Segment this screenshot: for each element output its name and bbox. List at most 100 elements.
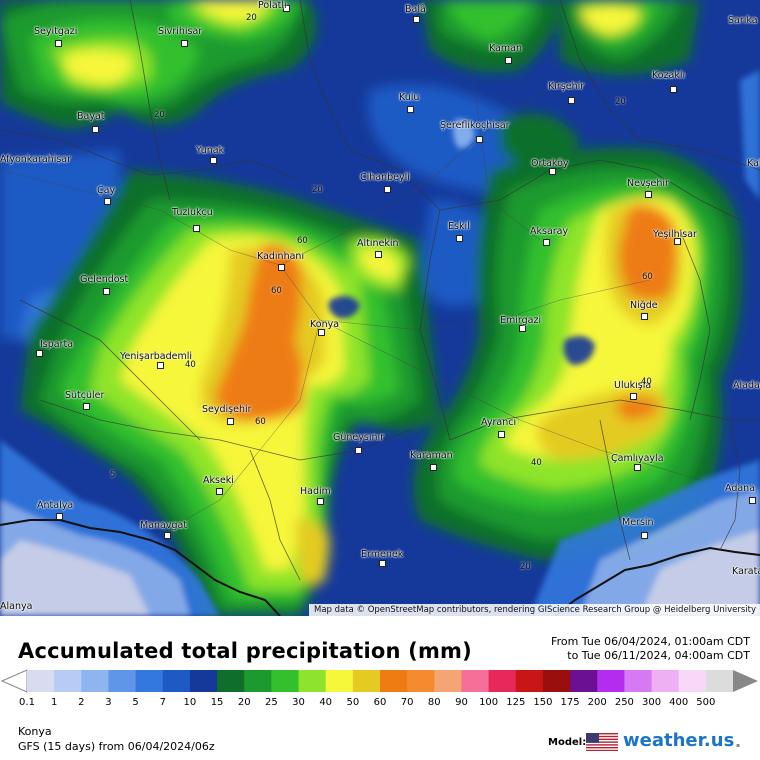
city-label: Nevşehir <box>627 178 669 189</box>
brand-logo[interactable]: weather.us <box>623 730 735 751</box>
city-marker <box>355 447 362 454</box>
scale-swatch <box>515 670 544 692</box>
scale-swatch <box>597 670 625 692</box>
color-scale-bar <box>0 669 758 693</box>
city-label: Hadim <box>300 486 331 497</box>
city-label: Balâ <box>405 4 426 15</box>
city-marker <box>549 168 556 175</box>
contour-label: 20 <box>615 97 626 107</box>
scale-tick-label: 1 <box>50 697 58 708</box>
scale-tick-label: 2 <box>78 697 85 708</box>
color-scale-ticks: 0.1 1 2 3 5 7 10 15 20 25 30 40 50 60 70 80 90 100 125 150 1… <box>0 697 760 711</box>
city-label: Cihanbeyli <box>360 172 410 183</box>
city-marker <box>670 86 677 93</box>
city-label: Yeşilhisar <box>653 229 697 240</box>
scale-tick-label: 400 <box>669 697 689 708</box>
city-marker <box>216 488 223 495</box>
contour-label: 20 <box>246 13 257 23</box>
city-marker <box>519 325 526 332</box>
city-marker <box>384 186 391 193</box>
city-marker <box>318 329 325 336</box>
scale-tick-label: 200 <box>587 697 607 708</box>
scale-swatch <box>705 670 734 692</box>
scale-tick-label: 90 <box>455 697 468 708</box>
scale-swatch <box>135 670 164 692</box>
scale-tick-label: 250 <box>614 697 634 708</box>
contour-label: 20 <box>154 110 165 120</box>
scale-tick-label: 10 <box>183 697 197 708</box>
city-marker <box>505 57 512 64</box>
city-label: Alanya <box>0 601 33 612</box>
city-label: Kaman <box>489 43 522 54</box>
city-marker <box>104 198 111 205</box>
scale-swatch <box>325 670 354 692</box>
city-marker <box>641 313 648 320</box>
city-label: Karaman <box>410 450 453 461</box>
city-label: Adana <box>725 483 756 494</box>
scale-tick-label: 40 <box>319 697 333 708</box>
city-marker <box>278 264 285 271</box>
precipitation-map[interactable]: Polatlı Balâ Sarıka Seyitgazi Sivrihisar… <box>0 0 760 616</box>
scale-swatch <box>162 670 191 692</box>
city-marker <box>476 136 483 143</box>
city-marker <box>413 16 420 23</box>
scale-swatch <box>54 670 82 692</box>
scale-swatch <box>434 670 462 692</box>
city-label: Mersin <box>622 517 654 528</box>
contour-label: 20 <box>312 185 323 195</box>
city-marker <box>456 235 463 242</box>
city-label: Niğde <box>630 300 658 311</box>
scale-tick-label: 500 <box>696 697 716 708</box>
city-label: Şereflikoçhisar <box>440 120 510 131</box>
scale-arrow-high <box>733 670 758 692</box>
scale-tick-label: 125 <box>506 697 526 708</box>
map-attribution: Map data © OpenStreetMap contributors, r… <box>309 604 760 616</box>
city-label: Karatas <box>732 566 760 577</box>
scale-swatch <box>298 670 327 692</box>
city-marker <box>634 464 641 471</box>
city-marker <box>83 403 90 410</box>
city-marker <box>227 418 234 425</box>
contour-label: 60 <box>642 272 653 282</box>
city-label: Kozaklı <box>652 70 686 81</box>
city-label: Ayrancı <box>481 417 517 428</box>
city-label: Seyitgazi <box>34 26 78 37</box>
city-label: Kulu <box>399 92 420 103</box>
scale-swatch <box>189 670 218 692</box>
scale-swatch <box>271 670 300 692</box>
city-label: Ulukışla <box>614 380 652 391</box>
contour-label: 40 <box>185 360 196 370</box>
scale-swatch <box>678 670 707 692</box>
city-label: Altınekin <box>357 238 399 249</box>
scale-swatch <box>380 670 408 692</box>
city-label: Bayat <box>77 111 105 122</box>
scale-tick-label: 80 <box>427 697 441 708</box>
city-marker <box>375 251 382 258</box>
scale-tick-label: 60 <box>373 697 387 708</box>
scale-swatch <box>570 670 598 692</box>
city-label: Seydişehir <box>202 404 252 415</box>
scale-tick-label: 150 <box>533 697 553 708</box>
city-marker <box>157 362 164 369</box>
model-run-label: GFS (15 days) from 06/04/2024/06z <box>18 740 215 753</box>
scale-swatch <box>542 670 571 692</box>
city-label: Antalya <box>37 500 74 511</box>
scale-tick-label: 30 <box>292 697 305 708</box>
contour-label: 40 <box>641 377 652 387</box>
contour-label: 60 <box>271 286 282 296</box>
scale-tick-label: 70 <box>400 697 414 708</box>
scale-tick-label: 50 <box>346 697 360 708</box>
brand-mark-icon: ▪ <box>736 742 741 749</box>
city-label: Kale <box>747 158 760 169</box>
city-label: Aladağ <box>733 380 760 391</box>
city-marker <box>317 498 324 505</box>
city-marker <box>430 464 437 471</box>
city-label: Sütçüler <box>65 390 105 401</box>
city-marker <box>103 288 110 295</box>
city-label: Kadınhanı <box>257 251 305 262</box>
city-label: Tuzlukçu <box>172 207 213 218</box>
city-label: Yunak <box>196 145 225 156</box>
city-marker <box>193 225 200 232</box>
location-label: Konya <box>18 725 52 738</box>
city-label: Akseki <box>203 475 234 486</box>
